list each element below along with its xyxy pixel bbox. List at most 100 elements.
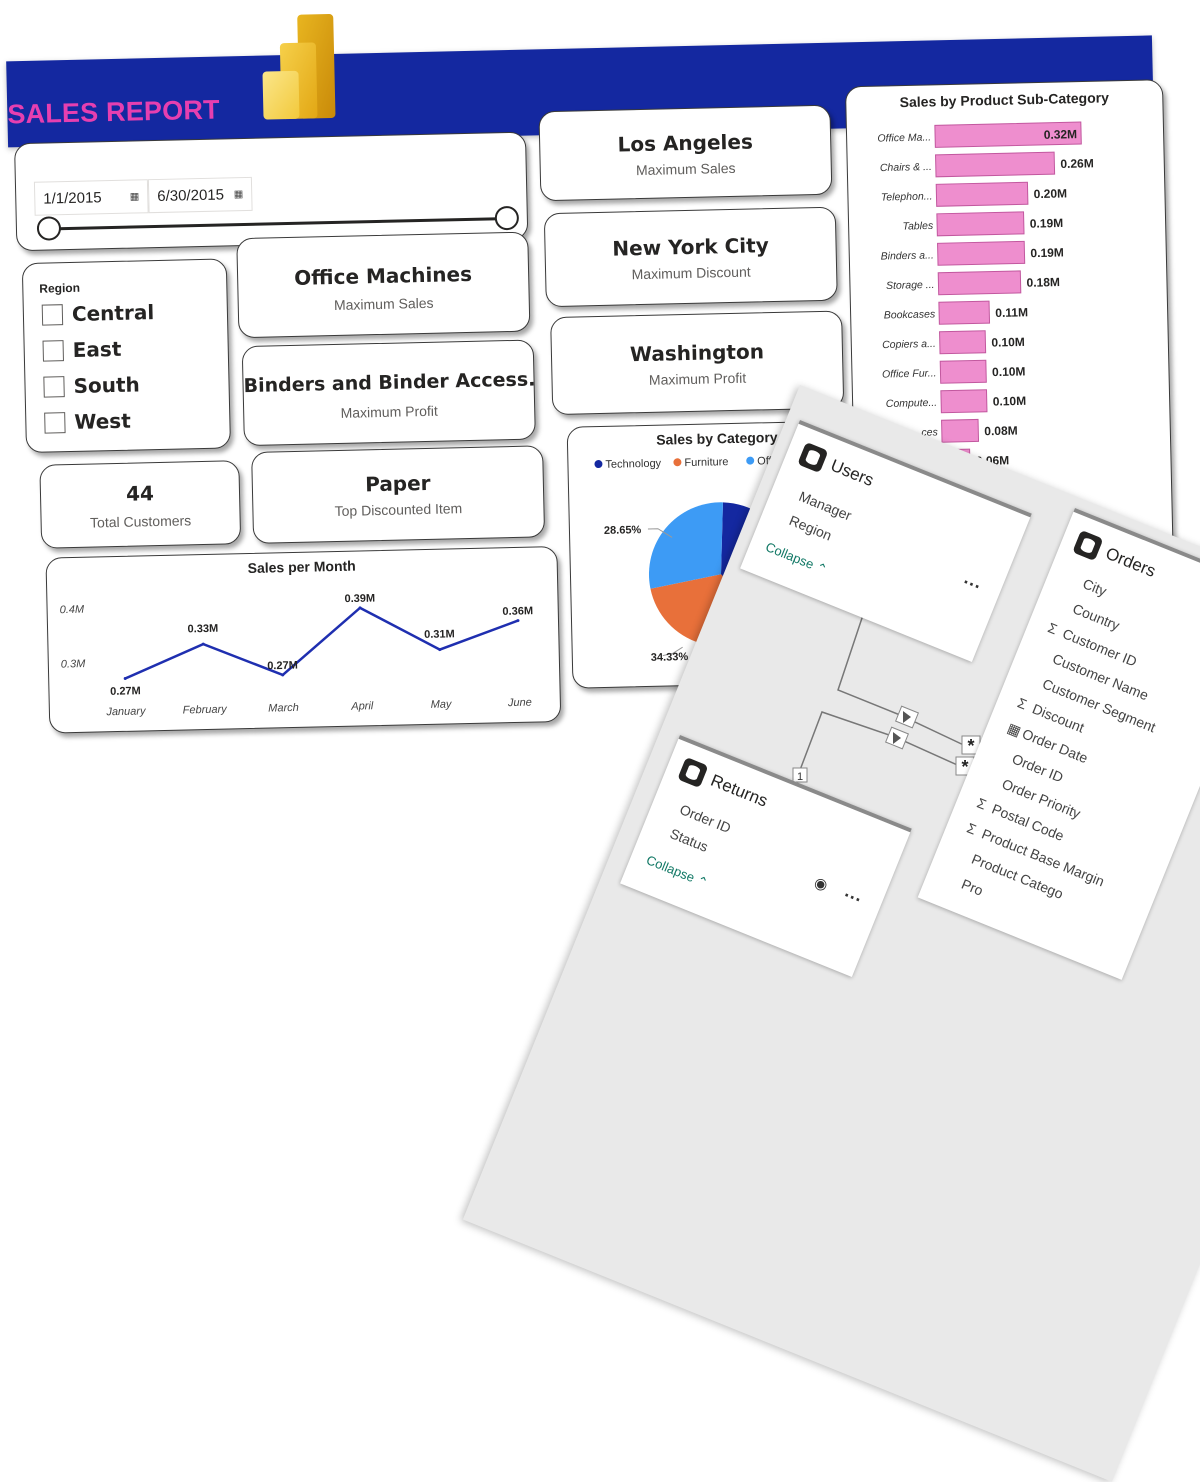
data-point bbox=[281, 673, 285, 677]
series-line-sales bbox=[124, 606, 519, 680]
line-chart-svg: 0.4M 0.3M 0.27M January 0.33M February 0.27M Ma… bbox=[59, 592, 533, 718]
leader-line bbox=[662, 646, 683, 657]
sales-per-month-chart: Sales per Month 0.4M 0.3M 0.27M January 0.33… bbox=[45, 546, 562, 734]
field-icon bbox=[1067, 581, 1082, 587]
x-tick-label: April bbox=[350, 700, 374, 713]
data-label: 0.36M bbox=[502, 605, 533, 618]
field-pro[interactable]: Pro bbox=[944, 870, 985, 899]
category-label: Chairs & ... bbox=[880, 161, 932, 174]
field-city[interactable]: City bbox=[1066, 569, 1109, 599]
chevron-up-icon: ⌃ bbox=[694, 872, 711, 891]
field-label: Pro bbox=[959, 875, 986, 899]
eye-icon[interactable]: ◉ bbox=[811, 873, 831, 895]
collapse-link[interactable]: Collapse ⌃ bbox=[644, 852, 711, 891]
more-options-icon[interactable]: ··· bbox=[840, 884, 865, 911]
bar bbox=[936, 211, 1025, 237]
category-label: Bookcases bbox=[884, 308, 936, 321]
x-tick-label: March bbox=[268, 702, 299, 715]
field-icon bbox=[956, 857, 971, 863]
category-label: Storage ... bbox=[886, 279, 935, 292]
field-label: City bbox=[1080, 575, 1110, 600]
bar bbox=[935, 151, 1056, 178]
field-icon bbox=[1037, 656, 1052, 662]
cardinality-one: 1 bbox=[797, 771, 803, 783]
x-tick-label: February bbox=[183, 704, 229, 717]
x-tick-label: June bbox=[507, 697, 532, 710]
data-label: 34.33% bbox=[651, 651, 689, 664]
data-label: 0.11M bbox=[995, 305, 1028, 320]
legend-marker bbox=[746, 456, 755, 465]
bar bbox=[937, 240, 1026, 266]
bar bbox=[939, 359, 987, 384]
data-label: 0.33M bbox=[187, 623, 218, 636]
data-label: 0.31M bbox=[424, 628, 455, 641]
data-label: 0.20M bbox=[1034, 186, 1068, 201]
data-label: 0.39M bbox=[344, 592, 375, 605]
x-tick-label: May bbox=[431, 698, 454, 711]
data-label: 0.27M bbox=[267, 660, 298, 673]
filter-arrow-icon bbox=[893, 732, 901, 744]
cardinality-badge bbox=[792, 767, 808, 783]
field-icon bbox=[946, 882, 961, 888]
power-bi-logo-icon bbox=[262, 14, 336, 120]
category-label: Office Ma... bbox=[877, 131, 931, 144]
field-icon bbox=[996, 757, 1011, 763]
legend-marker bbox=[673, 458, 682, 467]
data-label: 0.19M bbox=[1030, 216, 1064, 231]
data-point bbox=[516, 619, 520, 623]
field-label: Country bbox=[1070, 600, 1122, 634]
table-icon bbox=[797, 441, 829, 474]
table-name: Orders bbox=[1103, 543, 1159, 581]
data-point bbox=[438, 648, 442, 652]
category-label: Tables bbox=[902, 220, 934, 233]
data-label: 0.10M bbox=[992, 364, 1026, 379]
legend-label: Technology bbox=[605, 458, 661, 471]
bar bbox=[937, 270, 1022, 296]
chevron-up-icon: ⌃ bbox=[813, 559, 830, 578]
filter-arrow-icon bbox=[903, 711, 911, 723]
data-point bbox=[123, 677, 127, 681]
relationship-line-returns-orders bbox=[799, 711, 965, 771]
table-name: Returns bbox=[708, 770, 771, 811]
bar bbox=[935, 181, 1029, 207]
legend-marker bbox=[594, 460, 603, 469]
x-tick-label: January bbox=[105, 705, 147, 718]
bar bbox=[934, 121, 1082, 148]
cardinality-many: * bbox=[967, 736, 974, 756]
pie-slice bbox=[648, 502, 723, 589]
more-options-icon[interactable]: ··· bbox=[959, 571, 985, 598]
data-label: 0.18M bbox=[1026, 275, 1060, 290]
model-view-overlay: 1 1 * * Users Manager Region ··· Collaps… bbox=[462, 385, 1200, 1482]
relationship-line-users-orders bbox=[837, 605, 971, 749]
table-icon bbox=[677, 756, 709, 789]
data-label: 0.32M bbox=[1044, 127, 1078, 142]
category-label: Telephon... bbox=[881, 190, 933, 203]
data-label: 0.19M bbox=[1030, 245, 1064, 260]
category-label: Office Fur... bbox=[882, 367, 937, 380]
field-icon bbox=[1026, 681, 1041, 687]
data-label: 0.10M bbox=[993, 394, 1027, 409]
table-icon bbox=[1072, 529, 1104, 562]
bar bbox=[938, 300, 991, 325]
cardinality-many: * bbox=[961, 757, 968, 777]
data-label: 0.26M bbox=[1060, 156, 1094, 171]
field-icon bbox=[1057, 606, 1072, 612]
data-point bbox=[201, 642, 205, 646]
table-header[interactable]: Users bbox=[797, 441, 877, 493]
y-tick-label: 0.4M bbox=[59, 604, 85, 617]
y-tick-label: 0.3M bbox=[61, 658, 87, 671]
legend-label: Furniture bbox=[684, 456, 728, 469]
data-label: 0.10M bbox=[991, 335, 1025, 350]
category-label: Compute... bbox=[886, 397, 938, 410]
leader-line bbox=[647, 528, 673, 538]
table-name: Users bbox=[828, 455, 877, 491]
data-label: 28.65% bbox=[604, 524, 642, 537]
field-status[interactable]: Status bbox=[667, 825, 711, 855]
collapse-link[interactable]: Collapse ⌃ bbox=[763, 539, 830, 578]
category-label: Binders a... bbox=[881, 249, 934, 262]
bar bbox=[939, 330, 987, 355]
field-region[interactable]: Region bbox=[787, 512, 835, 544]
data-point bbox=[358, 606, 362, 610]
category-label: Copiers a... bbox=[882, 338, 936, 351]
bar bbox=[940, 389, 988, 414]
